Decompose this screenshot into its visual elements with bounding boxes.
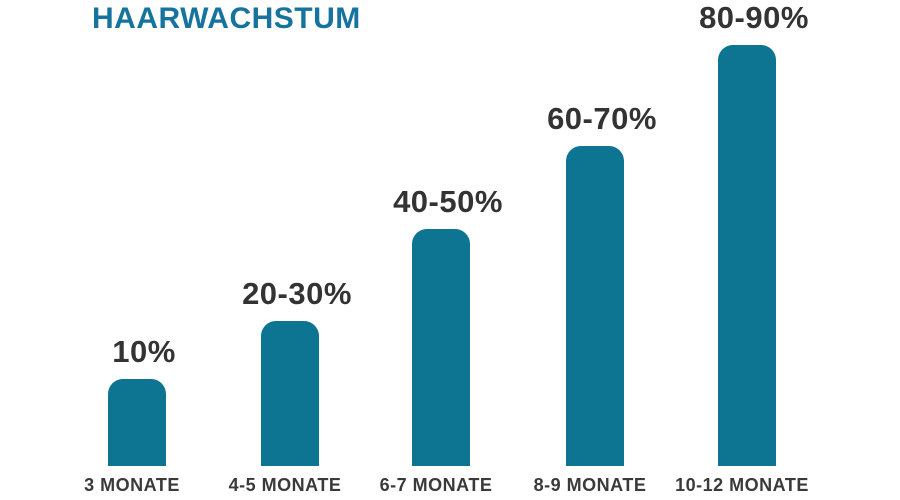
bar [108,379,166,466]
bar [412,229,470,466]
bar-category-label: 6-7 MONATE [379,475,493,495]
bar [566,146,624,466]
bar-category-label: 10-12 MONATE [675,475,809,495]
chart-title: HAARWACHSTUM [92,2,361,35]
bar-value-label: 20-30% [242,276,352,311]
bar-value-label: 80-90% [699,0,809,35]
bar-category-label: 3 MONATE [84,475,180,495]
bar-category-label: 8-9 MONATE [533,475,647,495]
bar-value-label: 10% [112,334,176,369]
bar [718,45,776,466]
bar-value-label: 60-70% [547,101,657,136]
bar-value-label: 40-50% [393,184,503,219]
bar-category-label: 4-5 MONATE [228,475,342,495]
bar [261,321,319,466]
